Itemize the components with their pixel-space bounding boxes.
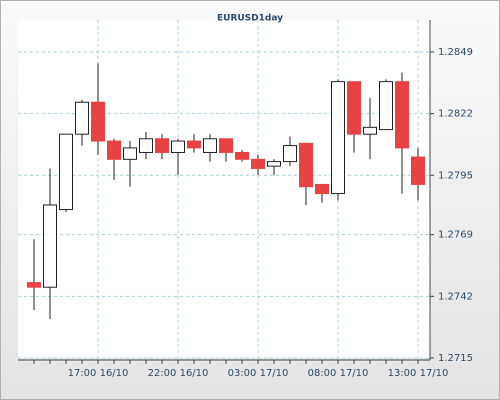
y-tick-label: 1.2742 [438,291,473,302]
candle-body [91,101,105,142]
y-tick-label: 1.2822 [438,109,473,120]
y-tick-label: 1.2849 [438,47,473,58]
chart-title: EURUSD1day [217,14,283,24]
x-tick-label: 08:00 17/10 [308,368,369,379]
candle-body [155,138,169,153]
candle-body [379,81,393,131]
candle-body [283,145,297,163]
candle-body [219,138,233,153]
candle-body [411,156,425,185]
x-tick-label: 13:00 17/10 [388,368,449,379]
candle-body [139,138,153,153]
candle-body [187,140,201,149]
candle-body [299,142,313,188]
candle-body [203,138,217,153]
candle-body [267,161,281,167]
x-tick-label: 03:00 17/10 [228,368,289,379]
candle-body [251,158,265,169]
candle-body [43,204,57,288]
candle-body [59,133,73,211]
candle-body [347,81,361,135]
candle-body [27,282,41,288]
candle-body [235,151,249,160]
y-tick-label: 1.2715 [438,353,473,364]
x-tick-label: 22:00 16/10 [148,368,209,379]
x-tick-label: 17:00 16/10 [68,368,129,379]
candle-body [123,147,137,160]
candle-body [315,183,329,195]
candle-body [107,140,121,160]
plot-area [18,20,430,358]
candle-body [363,126,377,135]
candle-body [331,81,345,195]
y-tick-label: 1.2795 [438,170,473,181]
candle-body [171,140,185,153]
candle-body [75,101,89,135]
candle-body [395,81,409,149]
y-tick-label: 1.2769 [438,230,473,241]
